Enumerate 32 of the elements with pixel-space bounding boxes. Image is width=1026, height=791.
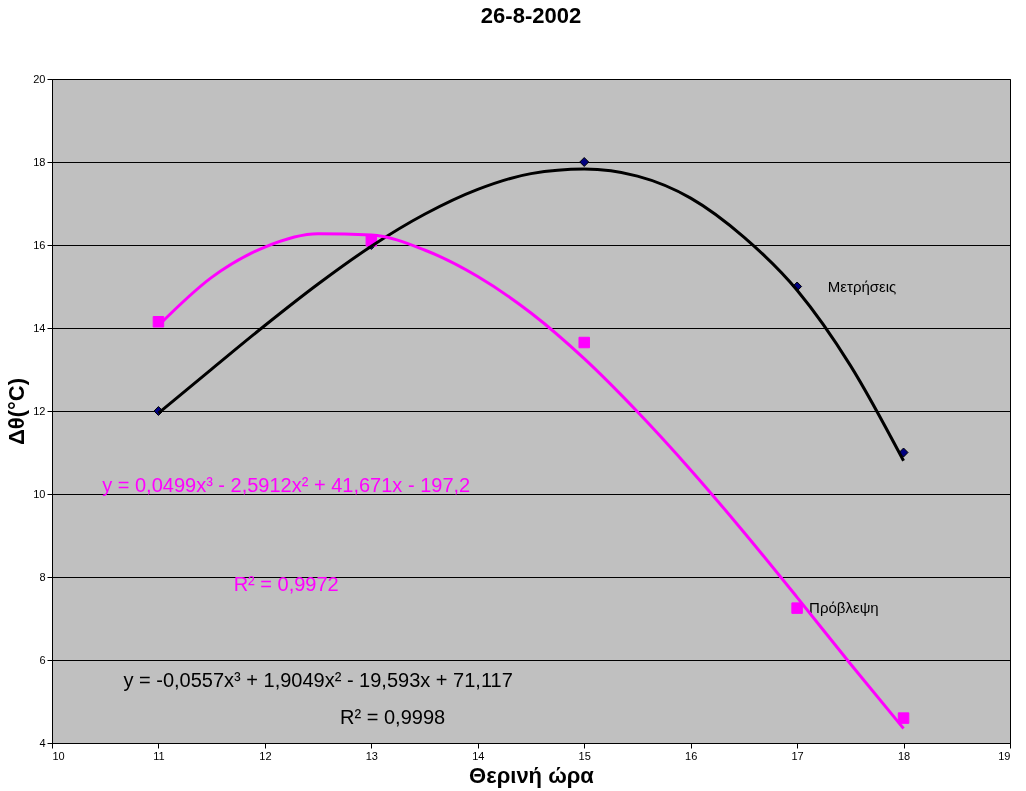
x-tick-label: 18 — [897, 749, 911, 762]
point — [897, 712, 910, 724]
y-axis-title: Δθ(°C) — [4, 377, 30, 446]
y-tick-label: 6 — [39, 653, 46, 666]
y-tick-label: 4 — [39, 736, 46, 749]
series-label: Πρόβλεψη — [809, 599, 879, 617]
x-tick-label: 10 — [52, 749, 65, 762]
y-tick-label: 8 — [39, 570, 46, 583]
annotation: R² = 0,9972 — [233, 573, 339, 596]
y-tick-label: 20 — [33, 72, 46, 85]
y-tick-label: 14 — [33, 321, 46, 334]
annotation: y = -0,0557x³ + 1,9049x² - 19,593x + 71,117 — [123, 668, 513, 691]
series-label: Μετρήσεις — [827, 277, 897, 295]
x-tick-label: 11 — [153, 749, 165, 762]
chart-title: 26-8-2002 — [480, 3, 582, 28]
point — [791, 602, 803, 614]
x-tick-label: 17 — [791, 749, 804, 762]
x-axis-title: Θερινή ώρα — [469, 762, 595, 788]
x-tick-label: 16 — [685, 749, 698, 762]
point — [579, 157, 590, 167]
x-tick-label: 12 — [259, 749, 272, 762]
x-tick-label: 19 — [998, 749, 1011, 762]
point — [578, 336, 590, 349]
annotation: y = 0,0499x³ - 2,5912x² + 41,671x - 197,2 — [102, 473, 471, 496]
y-tick-label: 16 — [33, 238, 46, 251]
y-tick-label: 18 — [33, 155, 46, 168]
y-tick-label: 12 — [33, 404, 46, 417]
x-tick-label: 15 — [578, 749, 591, 762]
x-tick-label: 14 — [472, 749, 485, 762]
annotation: R² = 0,9998 — [340, 706, 446, 729]
x-tick-label: 13 — [365, 749, 378, 762]
y-tick-label: 10 — [33, 487, 46, 500]
